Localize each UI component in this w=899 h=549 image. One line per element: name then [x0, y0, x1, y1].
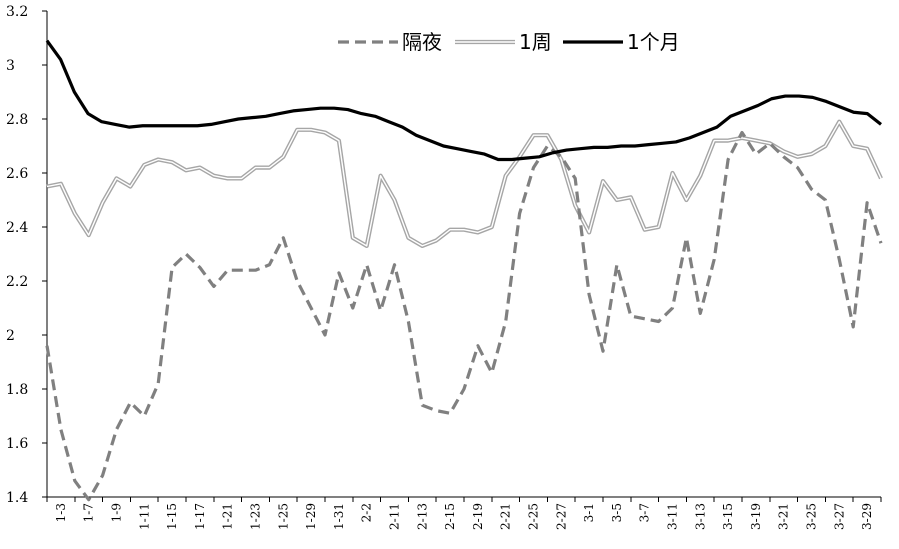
x-tick-label: 2-19	[471, 503, 485, 530]
x-tick-label: 1-11	[137, 503, 151, 530]
x-tick-label: 2-21	[499, 503, 513, 530]
x-tick-label: 3-5	[610, 503, 624, 522]
y-tick-label: 2.6	[6, 166, 28, 182]
x-tick-label: 1-9	[110, 503, 124, 522]
legend-label: 1个月	[627, 30, 680, 54]
x-tick-label: 1-25	[276, 503, 290, 530]
x-tick-label: 3-27	[832, 503, 846, 530]
axes: 1.4 1.6 1.8 2 2.2 2.4 2.6 2.8 3 3.2 1-3 1-7 1-9 1-11 1…	[6, 4, 882, 530]
legend-item: 1周	[455, 30, 552, 54]
x-tick-label: 3-1	[582, 503, 596, 522]
x-tick-label: 3-25	[805, 503, 819, 530]
series-line-2	[45, 39, 882, 162]
y-tick-label: 2.8	[6, 112, 28, 128]
x-tick-label: 1-29	[304, 503, 318, 530]
x-tick-label: 3-21	[777, 503, 791, 530]
legend-label: 隔夜	[402, 30, 442, 54]
x-tick-label: 2-27	[554, 503, 568, 530]
y-tick-label: 1.8	[6, 382, 28, 398]
x-tick-label: 2-2	[360, 503, 374, 522]
x-tick-label: 1-17	[193, 503, 207, 530]
legend-item: 隔夜	[338, 30, 442, 54]
x-tick-label: 3-11	[666, 503, 680, 530]
y-tick-label: 2	[6, 328, 15, 344]
x-tick-label: 1-31	[332, 503, 346, 530]
y-tick-label: 3.2	[6, 4, 28, 20]
x-tick-label: 1-15	[165, 503, 179, 530]
series-layer	[45, 39, 883, 502]
x-tick-label: 3-15	[721, 503, 735, 530]
legend-item: 1个月	[563, 30, 680, 54]
legend-label: 1周	[519, 30, 552, 54]
x-tick-label: 3-19	[749, 503, 763, 530]
x-tick-label: 3-29	[860, 503, 874, 530]
series-line-1-inner	[46, 121, 882, 247]
series-line-0	[45, 130, 883, 502]
series-line-1	[46, 119, 883, 248]
x-tick-label: 1-3	[54, 503, 68, 522]
y-tick-label: 2.4	[6, 220, 28, 236]
x-tick-label: 3-7	[638, 503, 652, 522]
y-tick-label: 1.6	[6, 436, 28, 452]
x-tick-label: 1-23	[249, 503, 263, 530]
x-tick-label: 1-21	[221, 503, 235, 530]
x-tick-label: 2-15	[443, 503, 457, 530]
x-tick-label: 2-11	[388, 503, 402, 530]
y-tick-label: 1.4	[6, 490, 28, 506]
y-tick-label: 2.2	[6, 274, 28, 290]
y-tick-label: 3	[6, 58, 15, 74]
x-tick-label: 3-13	[693, 503, 707, 530]
legend: 隔夜 1周 1个月	[338, 30, 680, 54]
x-tick-label: 2-25	[527, 503, 541, 530]
x-tick-label: 2-13	[415, 503, 429, 530]
x-tick-label: 1-7	[82, 503, 96, 522]
